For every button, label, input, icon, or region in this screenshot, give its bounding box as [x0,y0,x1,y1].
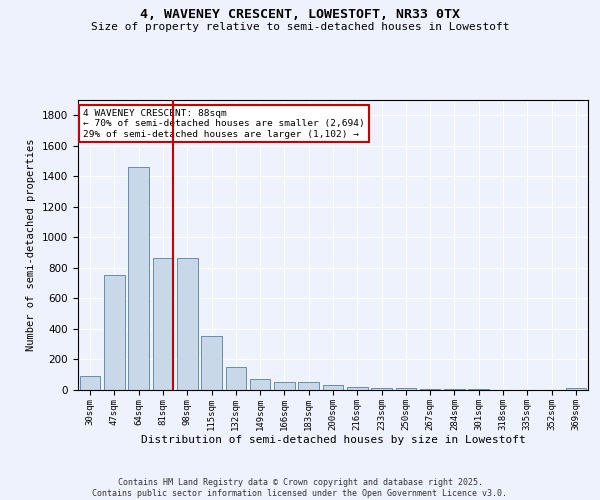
Bar [420,389,440,390]
Bar [250,380,271,390]
Bar [152,258,173,390]
Bar [274,382,295,390]
Bar [104,275,125,390]
Bar [80,376,100,390]
Bar [323,384,343,390]
Text: 4, WAVENEY CRESCENT, LOWESTOFT, NR33 0TX: 4, WAVENEY CRESCENT, LOWESTOFT, NR33 0TX [140,8,460,20]
Bar [395,388,416,390]
Bar [444,389,465,390]
Bar [566,388,586,390]
Bar [128,167,149,390]
Text: Size of property relative to semi-detached houses in Lowestoft: Size of property relative to semi-detach… [91,22,509,32]
Text: Distribution of semi-detached houses by size in Lowestoft: Distribution of semi-detached houses by … [140,435,526,445]
Bar [347,387,368,390]
Y-axis label: Number of semi-detached properties: Number of semi-detached properties [26,138,37,352]
Bar [177,258,197,390]
Bar [469,389,489,390]
Text: Contains HM Land Registry data © Crown copyright and database right 2025.
Contai: Contains HM Land Registry data © Crown c… [92,478,508,498]
Bar [226,367,246,390]
Bar [371,388,392,390]
Bar [201,336,222,390]
Bar [298,382,319,390]
Text: 4 WAVENEY CRESCENT: 88sqm
← 70% of semi-detached houses are smaller (2,694)
29% : 4 WAVENEY CRESCENT: 88sqm ← 70% of semi-… [83,108,365,138]
